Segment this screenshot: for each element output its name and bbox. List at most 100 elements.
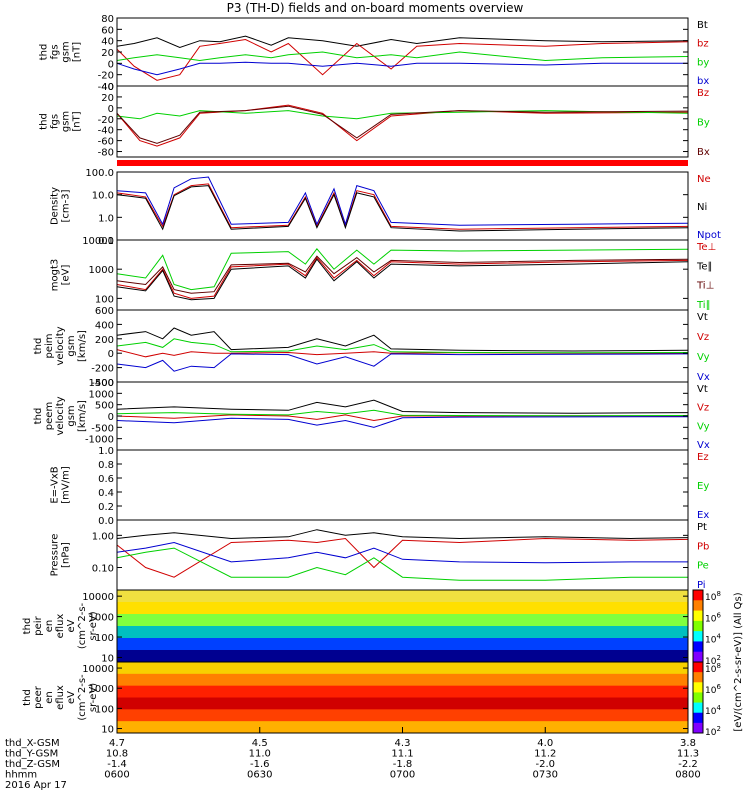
y-tick-label: 1000 — [89, 389, 114, 400]
y-tick-label: 500 — [95, 401, 114, 412]
series-line-Bt — [116, 35, 689, 49]
series-line-bz — [116, 38, 689, 81]
y-tick-label: -80 — [98, 148, 114, 159]
series-line-Ti∥ — [116, 247, 689, 291]
time-axis-row-label: thd_Y-GSM — [5, 749, 58, 760]
colorbar-label: [eV/(cm^2-s-sr-eV)] (All Qs) — [733, 592, 744, 731]
panel-fgs_gsm — [116, 17, 689, 87]
panel-peir — [116, 589, 689, 663]
y-tick-label: -1000 — [85, 435, 114, 446]
time-axis-row-label: 2016 Apr 17 — [5, 780, 67, 791]
y-tick-label: 0 — [108, 349, 114, 360]
y-axis-label: peim — [44, 333, 55, 358]
series-line-Pe — [116, 547, 688, 581]
y-gsm-value: 11.2 — [534, 749, 556, 760]
y-axis-label: peem — [44, 402, 55, 430]
y-axis-label: fgs — [50, 114, 61, 129]
legend-Bx: Bx — [697, 147, 710, 158]
y-axis-label: mogt3 — [50, 259, 61, 292]
x-gsm-value: 4.3 — [395, 738, 411, 749]
y-tick-label: 80 — [101, 14, 114, 25]
y-tick-label: 10000 — [82, 592, 114, 603]
legend-Vt: Vt — [697, 312, 708, 323]
y-tick-label: 10 — [101, 725, 114, 736]
y-tick-label: 1.00 — [92, 531, 114, 542]
y-tick-label: 20 — [101, 93, 114, 104]
series-line-Vx — [116, 353, 689, 372]
y-tick-label: 100 — [95, 633, 114, 644]
legend-By: By — [697, 118, 710, 129]
panel-density — [116, 171, 689, 241]
legend-Vx: Vx — [697, 440, 710, 451]
legend-Npot: Npot — [697, 230, 721, 241]
y-axis-label: [nT] — [72, 42, 83, 62]
z-gsm-value: -2.0 — [535, 759, 555, 770]
y-tick-label: -20 — [98, 71, 114, 82]
y-axis-label: eflux — [55, 614, 66, 639]
y-axis-label: peir — [33, 615, 44, 635]
spectrogram-band — [117, 590, 688, 603]
y-tick-label: 1000 — [89, 613, 114, 624]
legend-Vy: Vy — [697, 352, 710, 363]
y-tick-label: -60 — [98, 137, 114, 148]
panel-peim_velocity — [116, 309, 689, 383]
y-axis-label: (cm^2-s- — [77, 602, 88, 649]
time-axis-row-label: hhmm — [5, 770, 37, 781]
hhmm-value: 0730 — [533, 770, 558, 781]
panel-fgs_gse — [116, 85, 689, 158]
y-axis-label: gsm — [61, 111, 72, 132]
y-tick-label: 0.0 — [98, 516, 114, 527]
series-line-Te∥ — [116, 258, 689, 301]
y-tick-label: 10.0 — [92, 191, 114, 202]
x-gsm-value: 3.8 — [680, 738, 696, 749]
legend-Vz: Vz — [697, 332, 709, 343]
y-axis-label: eV — [66, 619, 77, 632]
legend-Pt: Pt — [697, 522, 707, 533]
y-tick-label: 0.8 — [98, 460, 114, 471]
spectrogram-band — [117, 697, 688, 710]
legend-Ex: Ex — [697, 510, 709, 521]
legend-Ez: Ez — [697, 452, 709, 463]
legend-Bt: Bt — [697, 20, 708, 31]
y-axis-label: en — [44, 691, 55, 704]
y-tick-label: -20 — [98, 115, 114, 126]
y-tick-label: 600 — [95, 306, 114, 317]
legend-Ey: Ey — [697, 481, 709, 492]
y-axis-label: gsm — [66, 405, 77, 426]
spectrogram-band — [117, 685, 688, 698]
legend-Vy: Vy — [697, 421, 710, 432]
y-tick-label: 100.0 — [85, 168, 114, 179]
legend-Ti∥: Ti∥ — [696, 300, 711, 311]
legend-Bz: Bz — [697, 88, 709, 99]
y-tick-label: 1.0 — [98, 213, 114, 224]
series-line-Vx — [116, 416, 689, 428]
spectrogram-band — [117, 650, 688, 663]
y-tick-label: 100 — [95, 704, 114, 715]
y-tick-label: -200 — [91, 364, 114, 375]
legend-Vz: Vz — [697, 403, 709, 414]
y-tick-label: 10000 — [82, 664, 114, 675]
colorbar-tick: 104 — [705, 633, 721, 646]
y-axis-label: Density — [50, 187, 61, 225]
y-gsm-value: 11.3 — [677, 749, 699, 760]
hhmm-value: 0800 — [675, 770, 700, 781]
legend-Pe: Pe — [697, 561, 709, 572]
z-gsm-value: -1.4 — [107, 759, 127, 770]
x-gsm-value: 4.7 — [109, 738, 125, 749]
panel-pressure — [116, 519, 689, 591]
series-line-By — [116, 110, 689, 120]
y-axis-label: fgs — [50, 44, 61, 59]
legend-by: by — [697, 57, 709, 68]
y-axis-label: eflux — [55, 685, 66, 710]
panel-peem_velocity — [116, 381, 689, 451]
y-tick-label: 40 — [101, 82, 114, 93]
y-axis-label: thd — [33, 408, 44, 425]
y-tick-label: 400 — [95, 320, 114, 331]
legend-Te⊥: Te⊥ — [696, 242, 716, 253]
legend-bx: bx — [697, 76, 709, 87]
series-line-bx — [116, 61, 688, 76]
series-line-by — [116, 51, 689, 62]
y-axis-label: velocity — [55, 326, 66, 365]
y-tick-label: 0.6 — [98, 474, 114, 485]
spectrogram-band — [117, 602, 688, 615]
